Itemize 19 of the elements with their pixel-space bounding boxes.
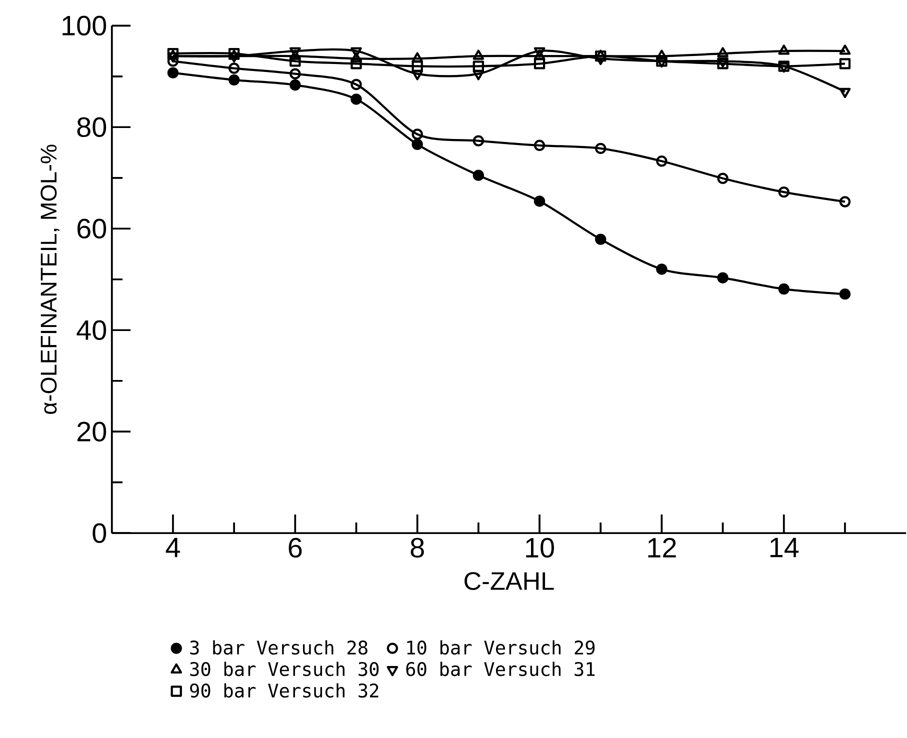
legend-label: 3 bar Versuch 28 (190, 640, 368, 655)
legend-label: 60 bar Versuch 31 (406, 662, 595, 676)
x-axis-title: C-ZAHL (464, 572, 554, 590)
y-tick-label: 60 (77, 218, 106, 238)
y-tick-label: 80 (77, 117, 106, 137)
legend-label: 10 bar Versuch 29 (407, 640, 595, 655)
x-tick-label: 14 (770, 538, 799, 557)
x-tick-label: 6 (288, 538, 302, 558)
x-tick-label: 10 (526, 538, 554, 558)
y-tick-label: 100 (62, 16, 106, 36)
y-tick-label: 0 (92, 523, 106, 543)
y-tick-label: 40 (76, 320, 106, 340)
y-axis-title: α-OLEFINANTEIL, MOL-% (40, 144, 60, 414)
y-tick-label: 20 (77, 422, 106, 442)
x-tick-label: 12 (648, 538, 676, 558)
legend-label: 30 bar Versuch 30 (190, 662, 379, 676)
legend-label: 90 bar Versuch 32 (190, 683, 378, 698)
x-tick-label: 8 (410, 538, 424, 558)
x-tick-label: 4 (166, 538, 180, 557)
